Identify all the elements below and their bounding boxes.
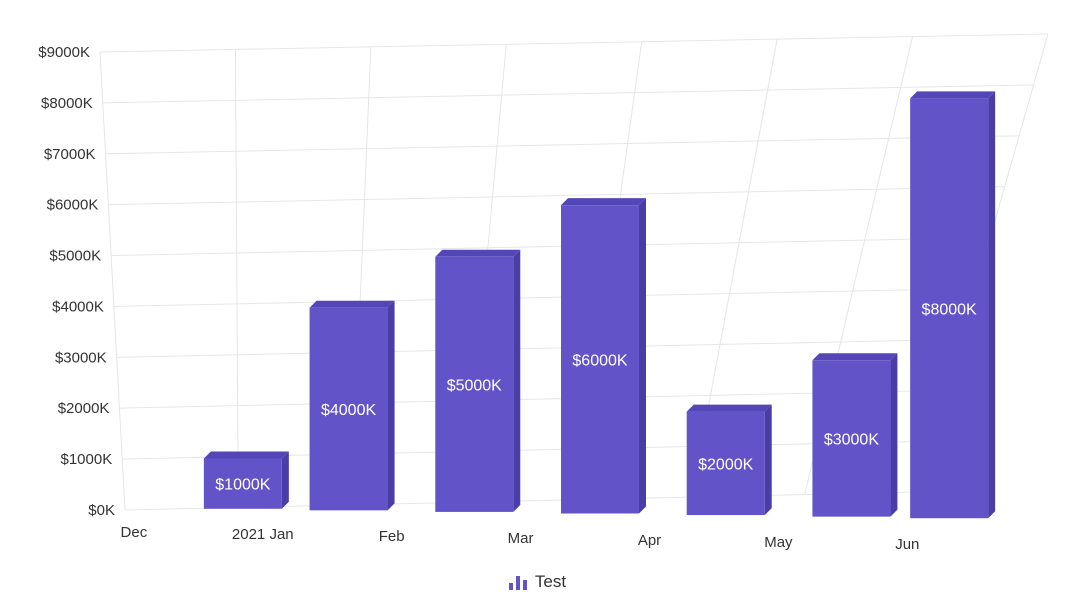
bar-side xyxy=(513,249,521,512)
bar-front xyxy=(203,458,282,509)
x-axis: Dec 2021 Jan Feb Mar Apr May Jun xyxy=(121,524,920,553)
data-label: $4000K xyxy=(321,402,376,419)
y-tick-label: $1000K xyxy=(61,451,113,468)
bar[interactable] xyxy=(561,198,646,514)
bar[interactable] xyxy=(435,249,521,512)
data-label: $5000K xyxy=(447,377,502,394)
bar-chart-icon xyxy=(508,576,527,590)
x-tick-label: Mar xyxy=(508,530,534,547)
grid-line-y xyxy=(102,84,1034,104)
grid-line-y xyxy=(116,338,962,358)
bar-front xyxy=(435,256,514,512)
x-tick-label: Dec xyxy=(121,524,148,541)
legend-label: Test xyxy=(534,572,567,591)
bar-side xyxy=(281,451,289,509)
data-labels: $1000K $4000K $5000K $6000K $2000K $3000K $800… xyxy=(215,301,977,493)
legend-item-test[interactable]: Test xyxy=(508,572,567,592)
bar-top xyxy=(561,198,646,206)
x-tick-label: Jun xyxy=(895,536,919,553)
bar-top xyxy=(309,300,395,308)
bar[interactable] xyxy=(910,91,996,519)
bar-chart: $0K$1000K$2000K$3000K$4000K$5000K$6000K$… xyxy=(38,33,1049,553)
y-tick-label: $3000K xyxy=(55,349,107,366)
y-axis: $0K $1000K $2000K $3000K $4000K $5000K $6000K $… xyxy=(38,44,115,519)
bar-front xyxy=(910,98,989,519)
bar-top xyxy=(686,404,772,412)
bar-side xyxy=(764,404,772,516)
data-label: $1000K xyxy=(215,477,270,494)
data-label: $6000K xyxy=(572,352,627,369)
bar-front xyxy=(561,205,639,514)
bar-top xyxy=(435,249,521,257)
bar[interactable] xyxy=(309,300,395,511)
bar-front xyxy=(309,307,388,511)
bar-top xyxy=(812,353,898,361)
bar-side xyxy=(890,353,898,517)
y-tick-label: $0K xyxy=(88,502,115,519)
bar[interactable] xyxy=(203,451,289,509)
bars xyxy=(203,91,996,519)
data-label: $3000K xyxy=(824,431,879,448)
y-tick-label: $8000K xyxy=(41,95,93,112)
data-label: $8000K xyxy=(922,301,977,318)
grid-line-y xyxy=(108,186,1005,206)
x-tick-label: Feb xyxy=(379,528,405,545)
bar-front xyxy=(812,360,891,517)
x-tick-label: May xyxy=(764,534,793,551)
grid-line-y xyxy=(105,135,1020,155)
y-tick-label: $6000K xyxy=(47,197,99,214)
grid-line-x xyxy=(234,49,239,508)
x-tick-label: Apr xyxy=(638,532,661,549)
y-tick-label: $5000K xyxy=(49,248,101,265)
bar-front xyxy=(686,411,765,516)
bar-side xyxy=(387,300,395,511)
data-label: $2000K xyxy=(698,456,753,473)
grid-line-y xyxy=(113,287,976,307)
legend: Test xyxy=(0,572,1075,595)
bar-top xyxy=(203,451,289,459)
y-tick-label: $2000K xyxy=(58,400,110,417)
x-tick-label: 2021 Jan xyxy=(232,526,294,543)
bar-top xyxy=(910,91,996,99)
y-tick-label: $9000K xyxy=(38,44,90,61)
y-tick-label: $7000K xyxy=(44,146,96,163)
bar[interactable] xyxy=(686,404,772,516)
grid-line-y xyxy=(99,33,1049,53)
grid-line-x xyxy=(99,51,126,511)
bar-side xyxy=(988,91,996,519)
grid-line-y xyxy=(119,389,947,409)
bar-side xyxy=(639,198,646,514)
y-tick-label: $4000K xyxy=(52,298,104,315)
grid-line-y xyxy=(111,237,991,257)
bar[interactable] xyxy=(812,353,898,517)
